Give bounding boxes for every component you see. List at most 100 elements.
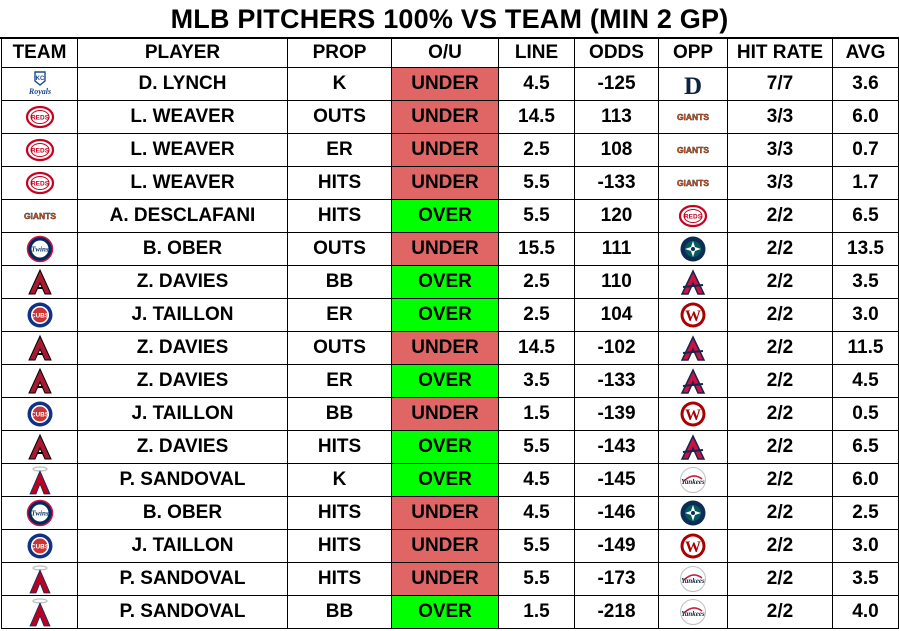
prop-cell: K — [287, 67, 392, 101]
svg-text:REDS: REDS — [30, 148, 49, 155]
mariners-logo-icon — [679, 235, 707, 263]
table-row: REDS L. WEAVER HITS UNDER 5.5 -133 GIANTS 3/3 1.… — [1, 166, 899, 200]
opp-cell: W — [658, 298, 728, 332]
cubs-logo-icon: CUBS — [26, 301, 54, 329]
line-cell: 4.5 — [498, 67, 575, 101]
odds-cell: -149 — [574, 529, 659, 563]
odds-cell: -145 — [574, 463, 659, 497]
svg-text:Royals: Royals — [27, 87, 50, 96]
ou-cell: UNDER — [391, 166, 499, 200]
table-row: CUBS J. TAILLON ER OVER 2.5 104 W 2/2 3.0 — [1, 298, 899, 332]
svg-text:D: D — [684, 73, 702, 98]
odds-cell: -133 — [574, 364, 659, 398]
team-cell: REDS — [1, 166, 78, 200]
header-prop: PROP — [287, 39, 392, 68]
reds-logo-icon: REDS — [25, 104, 55, 130]
hit-rate-cell: 3/3 — [727, 133, 833, 167]
header-team: TEAM — [1, 39, 78, 68]
avg-cell: 4.0 — [832, 595, 899, 629]
svg-text:CUBS: CUBS — [30, 544, 49, 551]
odds-cell: -102 — [574, 331, 659, 365]
player-cell: Z. DAVIES — [77, 331, 288, 365]
angels-logo-icon — [28, 465, 52, 495]
player-cell: Z. DAVIES — [77, 430, 288, 464]
line-cell: 3.5 — [498, 364, 575, 398]
line-cell: 5.5 — [498, 562, 575, 596]
prop-cell: HITS — [287, 496, 392, 530]
prop-cell: HITS — [287, 529, 392, 563]
team-cell — [1, 562, 78, 596]
prop-cell: OUTS — [287, 100, 392, 134]
line-cell: 15.5 — [498, 232, 575, 266]
prop-cell: HITS — [287, 166, 392, 200]
svg-text:GIANTS: GIANTS — [677, 178, 709, 188]
nationals-logo-icon: W — [679, 532, 707, 560]
ou-cell: UNDER — [391, 67, 499, 101]
opp-cell: D — [658, 67, 728, 101]
opp-cell: GIANTS — [658, 133, 728, 167]
team-cell — [1, 331, 78, 365]
ou-cell: UNDER — [391, 133, 499, 167]
odds-cell: 108 — [574, 133, 659, 167]
odds-cell: 113 — [574, 100, 659, 134]
ou-cell: OVER — [391, 265, 499, 299]
prop-cell: BB — [287, 595, 392, 629]
team-cell — [1, 364, 78, 398]
player-cell: J. TAILLON — [77, 397, 288, 431]
ou-cell: OVER — [391, 430, 499, 464]
prop-cell: BB — [287, 265, 392, 299]
royals-logo-icon: KC Royals — [25, 70, 55, 98]
table-row: Z. DAVIES OUTS UNDER 14.5 -102 2/2 11.5 — [1, 331, 899, 365]
table-row: CUBS J. TAILLON HITS UNDER 5.5 -149 W 2/2 3.0 — [1, 529, 899, 563]
table-row: GIANTS A. DESCLAFANI HITS OVER 5.5 120 REDS 2/2… — [1, 199, 899, 233]
svg-text:REDS: REDS — [30, 115, 49, 122]
avg-cell: 2.5 — [832, 496, 899, 530]
opp-cell — [658, 331, 728, 365]
table-row: KC Royals D. LYNCH K UNDER 4.5 -125 D 7/7 3.6 — [1, 67, 899, 101]
avg-cell: 3.5 — [832, 562, 899, 596]
svg-text:Twins: Twins — [31, 510, 49, 518]
line-cell: 2.5 — [498, 265, 575, 299]
prop-cell: OUTS — [287, 232, 392, 266]
table-row: Twins B. OBER OUTS UNDER 15.5 111 2/2 13.5 — [1, 232, 899, 266]
hit-rate-cell: 2/2 — [727, 232, 833, 266]
svg-text:W: W — [685, 308, 701, 325]
svg-text:GIANTS: GIANTS — [23, 211, 55, 221]
opp-cell — [658, 265, 728, 299]
twins-logo-icon: Twins — [26, 235, 54, 263]
giants-logo-icon: GIANTS — [676, 140, 710, 160]
ou-cell: OVER — [391, 463, 499, 497]
table-row: P. SANDOVAL BB OVER 1.5 -218 Yankees 2/2 4.0 — [1, 595, 899, 629]
opp-cell: Yankees — [658, 595, 728, 629]
ou-cell: OVER — [391, 199, 499, 233]
odds-cell: -173 — [574, 562, 659, 596]
hit-rate-cell: 2/2 — [727, 331, 833, 365]
line-cell: 5.5 — [498, 199, 575, 233]
header-player: PLAYER — [77, 39, 288, 68]
diamondbacks-logo-icon — [27, 334, 53, 362]
line-cell: 14.5 — [498, 100, 575, 134]
player-cell: P. SANDOVAL — [77, 463, 288, 497]
opp-cell: W — [658, 397, 728, 431]
prop-cell: HITS — [287, 430, 392, 464]
twins-logo-icon: Twins — [26, 499, 54, 527]
header-avg: AVG — [832, 39, 899, 68]
player-cell: P. SANDOVAL — [77, 562, 288, 596]
avg-cell: 6.5 — [832, 199, 899, 233]
opp-cell — [658, 430, 728, 464]
line-cell: 4.5 — [498, 463, 575, 497]
svg-text:REDS: REDS — [30, 181, 49, 188]
table-row: Z. DAVIES BB OVER 2.5 110 2/2 3.5 — [1, 265, 899, 299]
braves-logo-icon — [679, 433, 707, 461]
table-row: REDS L. WEAVER OUTS UNDER 14.5 113 GIANTS 3/3 6.… — [1, 100, 899, 134]
player-cell: Z. DAVIES — [77, 265, 288, 299]
reds-logo-icon: REDS — [25, 170, 55, 196]
team-cell: REDS — [1, 133, 78, 167]
ou-cell: UNDER — [391, 496, 499, 530]
team-cell: CUBS — [1, 529, 78, 563]
yankees-logo-icon: Yankees — [679, 466, 707, 494]
team-cell: REDS — [1, 100, 78, 134]
avg-cell: 1.7 — [832, 166, 899, 200]
braves-logo-icon — [679, 334, 707, 362]
avg-cell: 0.7 — [832, 133, 899, 167]
